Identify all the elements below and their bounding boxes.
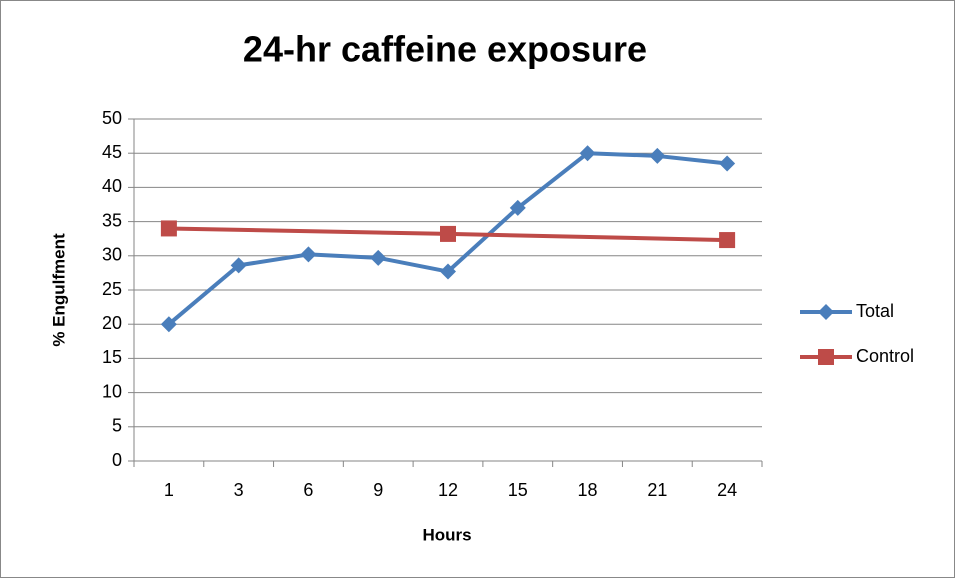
x-tick-label: 9 (373, 480, 383, 500)
y-tick-label: 0 (112, 450, 122, 470)
x-tick-label: 12 (438, 480, 458, 500)
y-tick-label: 30 (102, 245, 122, 265)
y-tick-label: 45 (102, 142, 122, 162)
data-point (300, 246, 317, 263)
series-line (166, 226, 450, 236)
legend-label: Total (856, 301, 894, 321)
series-line (446, 231, 730, 243)
series-line (655, 153, 730, 166)
data-point (230, 257, 247, 274)
x-tick-label: 18 (578, 480, 598, 500)
y-tick-label: 40 (102, 176, 122, 196)
x-tick-label: 21 (647, 480, 667, 500)
series-line (446, 205, 520, 274)
series-line (166, 263, 241, 327)
series-line (515, 151, 590, 210)
data-point (160, 316, 177, 333)
y-tick-label: 25 (102, 279, 122, 299)
chart-title: 24-hr caffeine exposure (243, 29, 647, 70)
legend-marker (818, 304, 834, 320)
x-tick-label: 1 (164, 480, 174, 500)
series-line (376, 255, 450, 274)
x-tick-label: 6 (303, 480, 313, 500)
series-line (306, 252, 381, 260)
series-line (585, 151, 660, 158)
x-axis-label: Hours (422, 525, 471, 544)
x-tick-label: 15 (508, 480, 528, 500)
y-tick-label: 15 (102, 347, 122, 367)
data-point (440, 225, 456, 242)
data-point (509, 199, 526, 216)
y-tick-label: 20 (102, 313, 122, 333)
data-point (719, 232, 736, 249)
data-point (160, 220, 177, 237)
y-axis-label: % Engulfment (49, 233, 68, 347)
legend-marker (818, 349, 834, 365)
data-point (719, 155, 736, 172)
y-tick-label: 35 (102, 210, 122, 230)
x-tick-label: 24 (717, 480, 737, 500)
data-point (649, 147, 666, 164)
y-tick-label: 10 (102, 381, 122, 401)
series-line (236, 252, 311, 268)
data-point (579, 145, 596, 162)
data-point (370, 249, 387, 266)
x-tick-label: 3 (234, 480, 244, 500)
data-point (440, 263, 456, 280)
y-tick-label: 5 (112, 416, 122, 436)
y-tick-label: 50 (102, 108, 122, 128)
legend-label: Control (856, 346, 914, 366)
